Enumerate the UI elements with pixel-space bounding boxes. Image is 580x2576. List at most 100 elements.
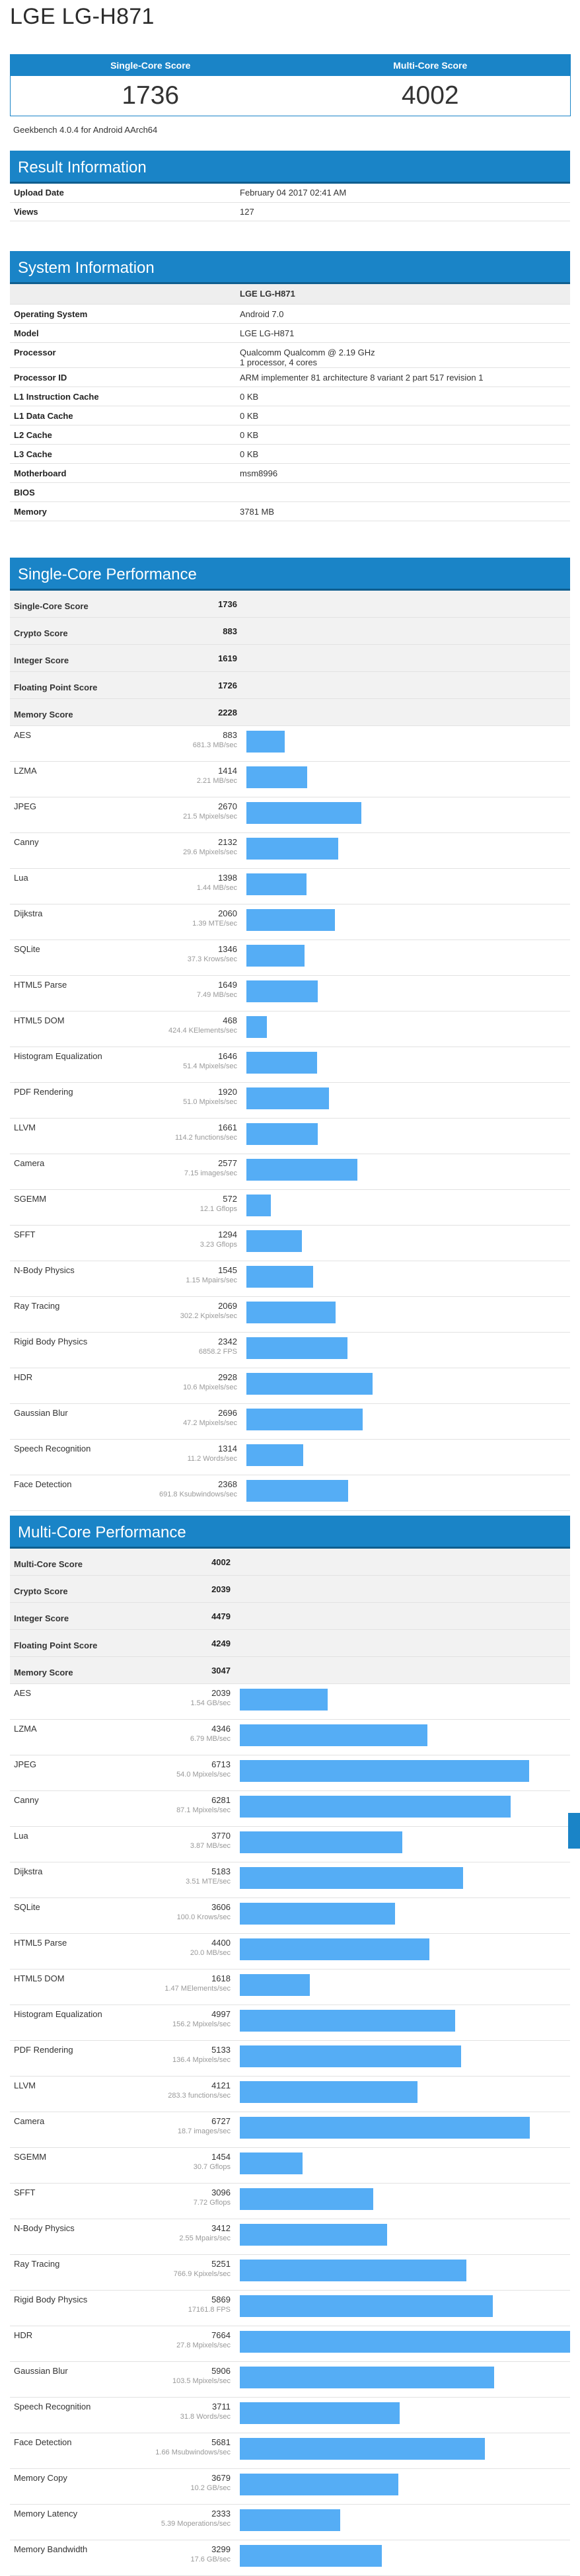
benchmark-bar-cell <box>236 2326 570 2362</box>
benchmark-name: SFFT <box>10 1225 146 1261</box>
info-value: 0 KB <box>236 406 570 425</box>
summary-score-value: 4002 <box>141 1549 236 1576</box>
benchmark-score: 1661 <box>218 1122 237 1132</box>
benchmark-row: Camera 6727 18.7 images/sec <box>10 2112 570 2148</box>
benchmark-name: JPEG <box>10 1755 141 1791</box>
benchmark-throughput: 100.0 Krows/sec <box>176 1913 231 1921</box>
side-feedback-tab[interactable] <box>568 1813 580 1849</box>
benchmark-bar <box>240 2509 340 2531</box>
summary-score-name: Crypto Score <box>10 617 146 645</box>
benchmark-throughput: 5.39 Moperations/sec <box>161 2520 231 2528</box>
benchmark-bar-cell <box>236 2040 570 2077</box>
benchmark-name: Gaussian Blur <box>10 1403 146 1440</box>
benchmark-name: Lua <box>10 868 146 904</box>
benchmark-score-cell: 5906 103.5 Mpixels/sec <box>141 2361 236 2398</box>
summary-empty-cell <box>236 1629 570 1657</box>
benchmark-row: Dijkstra 5183 3.51 MTE/sec <box>10 1862 570 1898</box>
benchmark-score-cell: 5183 3.51 MTE/sec <box>141 1862 236 1898</box>
benchmark-bar <box>240 1689 328 1711</box>
info-value-line: 3781 MB <box>240 506 275 517</box>
benchmark-score: 7664 <box>211 2330 231 2340</box>
multi-core-performance-section: Multi-Core Performance Multi-Core Score 4… <box>10 1516 570 2576</box>
benchmark-score-cell: 2039 1.54 GB/sec <box>141 1683 236 1720</box>
benchmark-bar <box>246 1052 317 1074</box>
benchmark-bar <box>240 1760 529 1782</box>
benchmark-score-cell: 5869 17161.8 FPS <box>141 2290 236 2326</box>
benchmark-bar-cell <box>236 1933 570 1969</box>
summary-score-row: Integer Score 1619 <box>10 644 570 672</box>
benchmark-row: Memory Copy 3679 10.2 GB/sec <box>10 2468 570 2505</box>
info-value: 0 KB <box>236 386 570 406</box>
summary-score-row: Crypto Score 883 <box>10 617 570 645</box>
benchmark-score-cell: 2577 7.15 images/sec <box>146 1154 242 1190</box>
benchmark-name: Camera <box>10 1154 146 1190</box>
info-value-line: 0 KB <box>240 410 259 421</box>
benchmark-row: HTML5 Parse 4400 20.0 MB/sec <box>10 1933 570 1969</box>
benchmark-bar <box>246 1123 318 1145</box>
benchmark-score: 2928 <box>218 1372 237 1382</box>
benchmark-row: N-Body Physics 1545 1.15 Mpairs/sec <box>10 1261 570 1297</box>
summary-empty-cell <box>236 1549 570 1576</box>
benchmark-score: 4997 <box>211 2009 231 2019</box>
benchmark-row: Dijkstra 2060 1.39 MTE/sec <box>10 904 570 940</box>
benchmark-name: Histogram Equalization <box>10 2005 141 2041</box>
benchmark-row: Histogram Equalization 1646 51.4 Mpixels/s… <box>10 1047 570 1083</box>
benchmark-throughput: 103.5 Mpixels/sec <box>172 2377 231 2385</box>
benchmark-bar <box>240 1903 395 1925</box>
benchmark-bar <box>240 2010 455 2032</box>
summary-score-value: 2228 <box>146 698 242 726</box>
benchmark-name: N-Body Physics <box>10 1261 146 1297</box>
multi-core-performance-header: Multi-Core Performance <box>10 1516 570 1549</box>
benchmark-score-cell: 2342 6858.2 FPS <box>146 1332 242 1368</box>
benchmark-score-cell: 2333 5.39 Moperations/sec <box>141 2504 236 2540</box>
benchmark-score-cell: 5251 766.9 Kpixels/sec <box>141 2254 236 2291</box>
benchmark-score-cell: 2132 29.6 Mpixels/sec <box>146 832 242 869</box>
benchmark-bar-cell <box>236 2183 570 2219</box>
benchmark-row: LLVM 1661 114.2 functions/sec <box>10 1118 570 1154</box>
benchmark-throughput: 37.3 Krows/sec <box>187 955 237 963</box>
benchmark-bar-cell <box>236 2433 570 2469</box>
benchmark-score: 1920 <box>218 1087 237 1097</box>
info-row: Motherboard msm8996 <box>10 463 570 483</box>
benchmark-row: AES 883 681.3 MB/sec <box>10 725 570 762</box>
summary-score-name: Single-Core Score <box>10 591 146 618</box>
summary-score-value: 4249 <box>141 1629 236 1657</box>
benchmark-score: 5906 <box>211 2366 231 2376</box>
benchmark-name: HTML5 Parse <box>10 975 146 1012</box>
benchmark-bar <box>246 1016 267 1038</box>
single-core-performance-header: Single-Core Performance <box>10 558 570 591</box>
summary-score-row: Floating Point Score 4249 <box>10 1629 570 1657</box>
benchmark-bar <box>240 1831 402 1853</box>
benchmark-throughput: 12.1 Gflops <box>199 1205 237 1213</box>
benchmark-throughput: 114.2 functions/sec <box>175 1134 237 1142</box>
benchmark-throughput: 11.2 Words/sec <box>187 1455 237 1463</box>
benchmark-score: 5681 <box>211 2437 231 2447</box>
benchmark-bar-cell <box>236 2112 570 2148</box>
benchmark-row: Histogram Equalization 4997 156.2 Mpixels/… <box>10 2005 570 2041</box>
info-value: 0 KB <box>236 444 570 464</box>
benchmark-bar-cell <box>242 868 570 904</box>
benchmark-score: 1346 <box>218 944 237 954</box>
benchmark-score-cell: 3096 7.72 Gflops <box>141 2183 236 2219</box>
benchmark-bar <box>240 1867 463 1889</box>
summary-empty-cell <box>242 644 570 672</box>
info-row: Views 127 <box>10 202 570 221</box>
info-key: L2 Cache <box>10 425 236 445</box>
benchmark-row: SQLite 1346 37.3 Krows/sec <box>10 939 570 976</box>
benchmark-score-cell: 6713 54.0 Mpixels/sec <box>141 1755 236 1791</box>
benchmark-bar <box>246 1302 336 1323</box>
benchmark-name: Histogram Equalization <box>10 1047 146 1083</box>
summary-empty-cell <box>236 1575 570 1603</box>
summary-score-value: 4479 <box>141 1602 236 1630</box>
benchmark-throughput: 31.8 Words/sec <box>180 2413 231 2421</box>
benchmark-bar <box>246 731 285 753</box>
benchmark-throughput: 283.3 functions/sec <box>168 2092 231 2100</box>
benchmark-throughput: 47.2 Mpixels/sec <box>183 1419 237 1427</box>
summary-score-name: Integer Score <box>10 644 146 672</box>
benchmark-name: Speech Recognition <box>10 2397 141 2433</box>
benchmark-name: Memory Bandwidth <box>10 2540 141 2576</box>
benchmark-row: PDF Rendering 5133 136.4 Mpixels/sec <box>10 2040 570 2077</box>
summary-score-name: Crypto Score <box>10 1575 141 1603</box>
benchmark-bar <box>240 2153 303 2174</box>
summary-score-name: Memory Score <box>10 698 146 726</box>
